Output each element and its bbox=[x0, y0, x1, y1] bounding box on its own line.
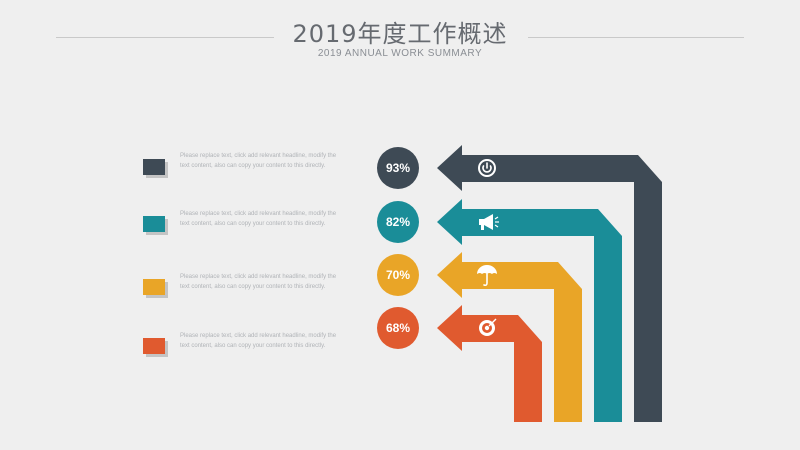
row-1-text: Please replace text, click add relevant … bbox=[180, 151, 360, 171]
row-4-percent-badge: 68% bbox=[377, 307, 419, 349]
row-1-line-2: text content, also can copy your content… bbox=[180, 163, 326, 169]
row-4-line-1: Please replace text, click add relevant … bbox=[180, 333, 337, 339]
row-2-text: Please replace text, click add relevant … bbox=[180, 209, 360, 229]
row-4-square bbox=[143, 338, 165, 354]
megaphone-icon bbox=[479, 214, 499, 230]
row-3-line-1: Please replace text, click add relevant … bbox=[180, 274, 337, 280]
row-3-line-2: text content, also can copy your content… bbox=[180, 284, 326, 290]
arrow-4 bbox=[437, 305, 542, 422]
row-1-square bbox=[143, 159, 165, 175]
arrow-2 bbox=[437, 199, 622, 422]
power-icon bbox=[478, 159, 496, 177]
row-3-text: Please replace text, click add relevant … bbox=[180, 272, 360, 292]
row-4-text: Please replace text, click add relevant … bbox=[180, 331, 360, 351]
page-title: 2019年度工作概述 bbox=[292, 20, 508, 48]
row-3-percent-badge: 70% bbox=[377, 254, 419, 296]
row-2-line-1: Please replace text, click add relevant … bbox=[180, 211, 337, 217]
row-2-line-2: text content, also can copy your content… bbox=[180, 221, 326, 227]
title-rule-left bbox=[56, 37, 274, 38]
row-3-square bbox=[143, 279, 165, 295]
umbrella-icon bbox=[477, 265, 497, 287]
row-2-percent-badge: 82% bbox=[377, 201, 419, 243]
arrow-1 bbox=[437, 145, 662, 422]
row-1-percent-badge: 93% bbox=[377, 147, 419, 189]
target-icon bbox=[479, 318, 497, 336]
row-1-line-1: Please replace text, click add relevant … bbox=[180, 153, 337, 159]
page-subtitle: 2019 ANNUAL WORK SUMMARY bbox=[317, 48, 483, 59]
row-4-line-2: text content, also can copy your content… bbox=[180, 343, 326, 349]
row-2-square bbox=[143, 216, 165, 232]
title-rule-right bbox=[528, 37, 744, 38]
arrow-3 bbox=[437, 252, 582, 422]
